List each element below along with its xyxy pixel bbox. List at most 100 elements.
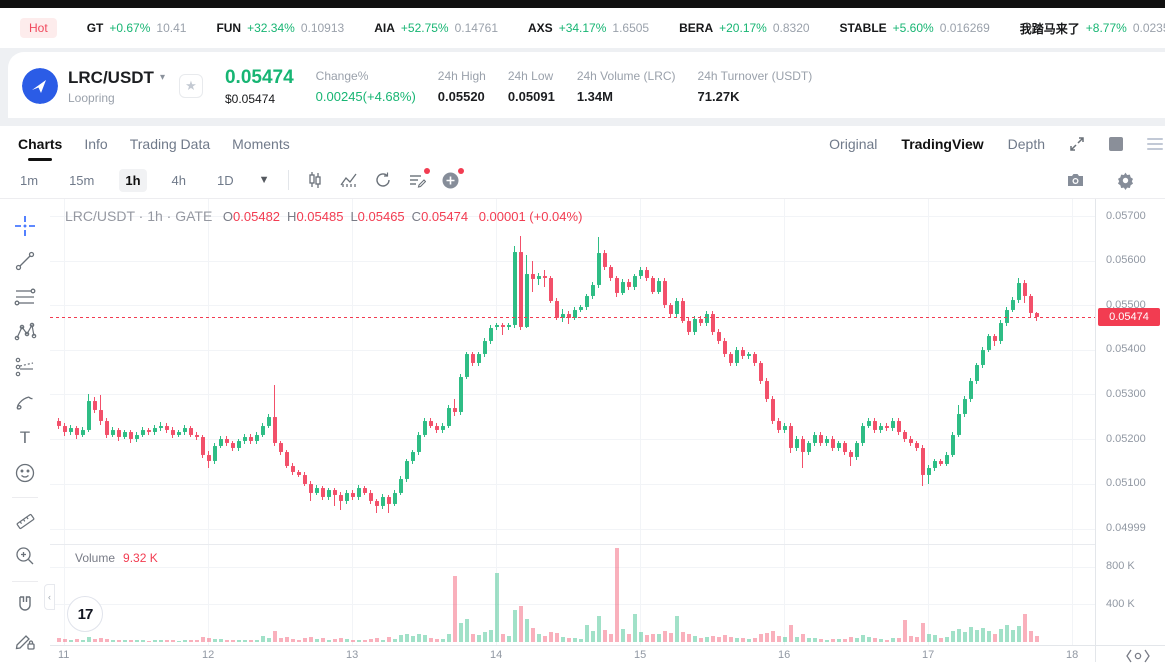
refresh-icon[interactable]	[373, 170, 393, 190]
legend-ohlc-key: L	[350, 209, 358, 224]
loopring-logo-icon	[22, 68, 58, 104]
price-gridline	[50, 483, 1095, 485]
interval-button-15m[interactable]: 15m	[69, 172, 95, 188]
candle	[626, 282, 631, 288]
ticker-item[interactable]: BERA +20.17% 0.8320	[679, 20, 809, 37]
tab-info[interactable]: Info	[84, 136, 108, 152]
ticker-item[interactable]: STABLE +5.60% 0.016269	[840, 20, 990, 37]
pair-dropdown-icon[interactable]: ▾	[159, 72, 165, 83]
change-value: 0.00245(+4.68%)	[315, 88, 416, 104]
forecast-tool-icon[interactable]	[11, 354, 39, 380]
tab-moments[interactable]: Moments	[232, 136, 290, 152]
candle	[128, 432, 133, 439]
interval-button-1h[interactable]: 1h	[119, 168, 147, 192]
volume-bar	[116, 639, 121, 642]
toolbar-divider	[12, 580, 38, 582]
candle	[488, 327, 493, 341]
ticker-symbol: BERA	[679, 21, 714, 35]
volume-bar	[896, 637, 901, 642]
pair-name[interactable]: LRC/USDT	[68, 67, 154, 87]
time-axis-label: 14	[490, 649, 503, 661]
candle	[554, 300, 559, 318]
legend-change: 0.00001 (+0.04%)	[478, 209, 583, 224]
candle-wick	[850, 449, 851, 466]
volume-bar	[236, 640, 241, 642]
favorite-star-button[interactable]: ★	[178, 74, 203, 98]
candle-style-icon[interactable]	[305, 170, 325, 190]
interval-button-1m[interactable]: 1m	[20, 172, 39, 188]
ticker-item[interactable]: AIA +52.75% 0.14761	[374, 20, 498, 37]
layout-square-icon[interactable]	[1109, 137, 1123, 151]
xabcd-pattern-tool-icon[interactable]	[11, 319, 39, 345]
order-template-icon[interactable]	[407, 168, 430, 190]
indicators-icon[interactable]	[339, 170, 359, 190]
chart-toolbar: 1m 15m 1h 4h 1D ▼	[0, 162, 1165, 199]
tab-tradingview[interactable]: TradingView	[901, 136, 984, 152]
add-alert-icon[interactable]	[441, 168, 464, 190]
candle	[956, 414, 961, 435]
candle	[272, 416, 277, 444]
candle	[338, 494, 343, 502]
tab-original[interactable]: Original	[829, 136, 878, 152]
volume-bar	[176, 640, 181, 642]
volume-bar	[782, 637, 787, 642]
collapse-toolbar-chevron[interactable]: ‹	[44, 584, 55, 610]
lock-drawings-tool-icon[interactable]	[11, 627, 39, 653]
candle	[878, 425, 883, 431]
legend-ohlc-value: 0.05465	[357, 209, 405, 224]
volume-bar	[230, 639, 235, 642]
volume-bar	[650, 634, 655, 642]
price-gridline	[50, 439, 1095, 440]
chart-settings-gear-icon[interactable]	[1115, 170, 1135, 190]
candle	[260, 425, 265, 435]
candle	[644, 269, 649, 279]
ticker-item[interactable]: 我踏马来了 +8.77% 0.023502	[1020, 20, 1165, 37]
interval-button-1D[interactable]: 1D	[217, 172, 234, 188]
candle	[800, 439, 805, 453]
crosshair-tool-icon[interactable]	[11, 213, 39, 239]
candlestick-plot-area[interactable]	[50, 199, 1095, 645]
candle	[992, 336, 997, 341]
tab-trading-data[interactable]: Trading Data	[129, 136, 211, 152]
text-tool-icon[interactable]: T	[19, 427, 31, 447]
pane-divider[interactable]	[50, 544, 1095, 545]
candle	[518, 251, 523, 327]
time-axis-border	[50, 645, 1165, 646]
candle	[914, 443, 919, 448]
zoom-in-tool-icon[interactable]	[11, 543, 39, 569]
volume-bar	[80, 639, 85, 642]
more-menu-icon[interactable]	[1147, 138, 1163, 150]
candle	[212, 445, 217, 462]
screenshot-camera-icon[interactable]	[1065, 170, 1085, 190]
volume-bar	[788, 625, 793, 642]
volume-bar	[248, 640, 253, 642]
fib-lines-tool-icon[interactable]	[11, 284, 39, 310]
candle	[170, 430, 175, 435]
ticker-percent: +34.17%	[558, 21, 607, 35]
magnet-tool-icon[interactable]	[11, 592, 39, 618]
tabs-row: Charts Info Trading Data Moments Origina…	[0, 126, 1165, 162]
candle	[818, 434, 823, 444]
volume-bar	[482, 631, 487, 642]
tab-depth[interactable]: Depth	[1007, 136, 1045, 152]
candle	[56, 421, 61, 426]
interval-button-4h[interactable]: 4h	[171, 172, 186, 188]
ticker-item[interactable]: AXS +34.17% 1.6505	[528, 20, 649, 37]
emoji-tool-icon[interactable]	[11, 460, 39, 486]
time-axis-settings-icon[interactable]	[1125, 648, 1151, 669]
volume-bar	[722, 635, 727, 642]
tradingview-logo[interactable]: 17	[67, 596, 103, 632]
volume-bar	[572, 638, 577, 642]
tab-charts[interactable]: Charts	[18, 136, 62, 161]
ruler-tool-icon[interactable]	[11, 508, 39, 534]
candle	[890, 421, 895, 428]
fullscreen-icon[interactable]	[1069, 136, 1085, 152]
candle	[374, 501, 379, 506]
ticker-item[interactable]: GT +0.67% 10.41	[87, 20, 187, 37]
brush-tool-icon[interactable]	[11, 389, 39, 415]
volume-bar	[968, 626, 973, 642]
interval-dropdown-icon[interactable]: ▼	[258, 174, 270, 186]
ticker-item[interactable]: FUN +32.34% 0.10913	[216, 20, 344, 37]
trend-line-tool-icon[interactable]	[11, 248, 39, 274]
drawing-toolbar: T	[0, 199, 50, 662]
